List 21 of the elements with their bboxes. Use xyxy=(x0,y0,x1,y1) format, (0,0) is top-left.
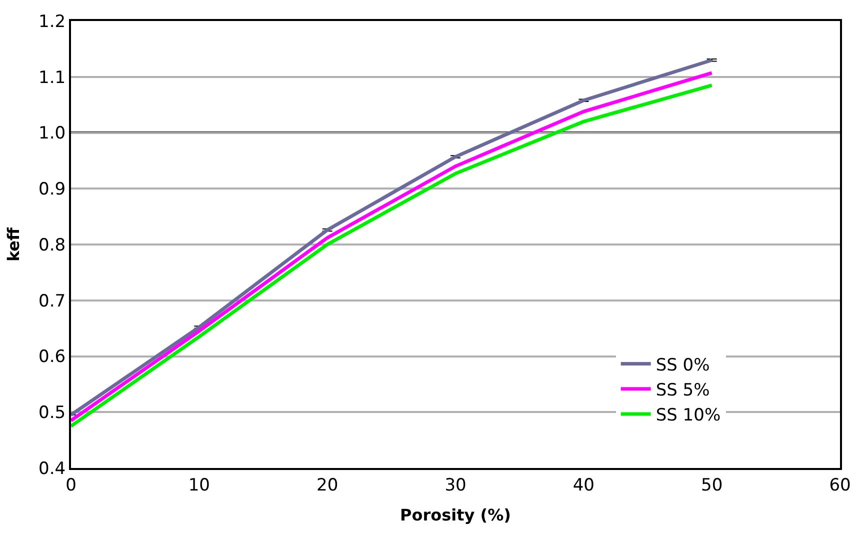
x-axis-title: Porosity (%) xyxy=(400,506,511,525)
legend-label: SS 10% xyxy=(656,406,721,426)
x-tick-label: 30 xyxy=(444,475,466,496)
y-tick-label: 1.0 xyxy=(38,124,66,144)
y-tick-label: 0.4 xyxy=(38,458,66,479)
x-tick-label: 40 xyxy=(572,475,594,496)
y-tick-label: 1.2 xyxy=(38,12,66,32)
y-tick-label: 0.8 xyxy=(38,235,66,256)
y-tick-label: 1.1 xyxy=(38,68,66,88)
x-tick-label: 50 xyxy=(701,475,723,496)
legend-label: SS 5% xyxy=(656,380,710,401)
y-tick-label: 0.7 xyxy=(38,291,66,312)
y-tick-label: 0.6 xyxy=(38,347,66,368)
y-tick-label: 0.9 xyxy=(38,180,66,200)
x-tick-label: 10 xyxy=(188,475,210,496)
legend-label: SS 0% xyxy=(656,355,710,376)
y-axis-title: keff xyxy=(4,226,23,262)
y-tick-label: 0.5 xyxy=(38,403,66,424)
x-tick-label: 20 xyxy=(316,475,338,496)
x-tick-label: 0 xyxy=(66,475,76,496)
x-tick-label: 60 xyxy=(829,475,851,496)
